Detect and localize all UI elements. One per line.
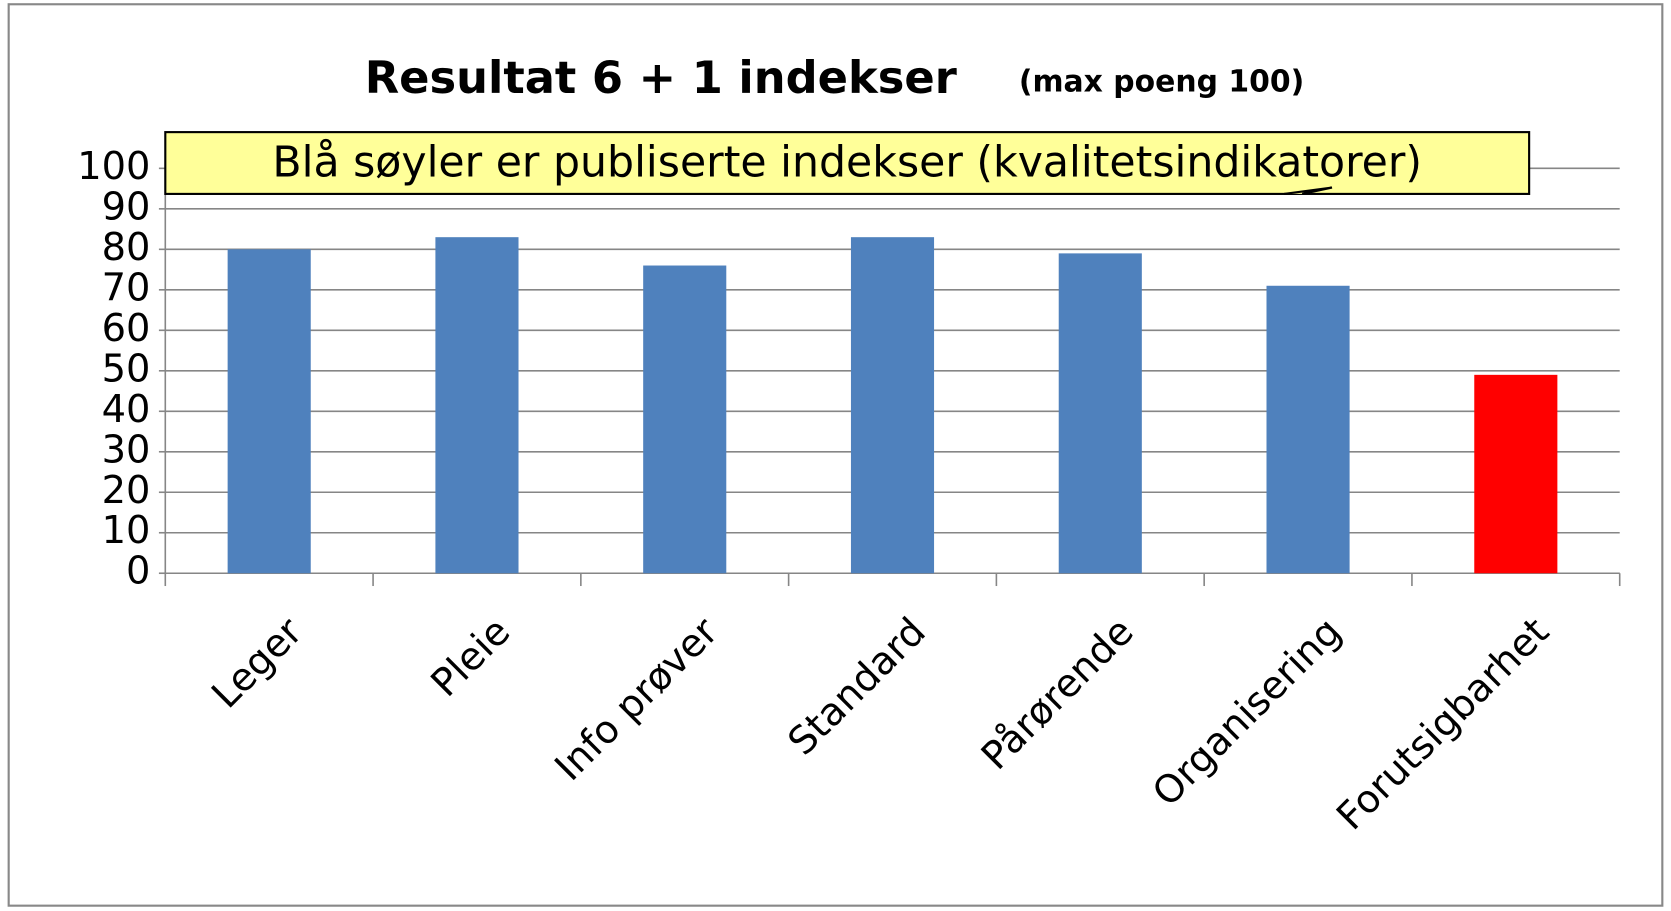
annotation-box bbox=[164, 131, 1531, 195]
bar bbox=[227, 249, 311, 574]
y-tick-label: 0 bbox=[126, 549, 150, 594]
bar bbox=[643, 265, 727, 574]
bar bbox=[435, 237, 519, 574]
chart-subtitle: (max poeng 100) bbox=[1019, 65, 1304, 100]
y-tick-label: 80 bbox=[102, 225, 151, 270]
chart-title: Resultat 6 + 1 indekser bbox=[365, 51, 957, 104]
y-tick-label: 90 bbox=[102, 184, 151, 229]
annotation-pointer bbox=[1283, 186, 1333, 195]
y-tick-label: 10 bbox=[102, 508, 151, 553]
y-tick-label: 20 bbox=[102, 468, 151, 513]
annotation-text: Blå søyler er publiserte indekser (kvali… bbox=[272, 138, 1422, 188]
bar bbox=[850, 237, 935, 574]
y-tick-label: 100 bbox=[77, 144, 150, 189]
y-tick-label: 70 bbox=[102, 265, 151, 310]
y-tick-label: 30 bbox=[102, 427, 151, 472]
y-tick-label: 40 bbox=[102, 387, 151, 432]
y-tick-label: 60 bbox=[102, 306, 151, 351]
bar bbox=[1058, 253, 1142, 574]
y-tick-label: 50 bbox=[102, 346, 151, 391]
bar bbox=[1474, 374, 1558, 574]
bar bbox=[1266, 285, 1350, 574]
